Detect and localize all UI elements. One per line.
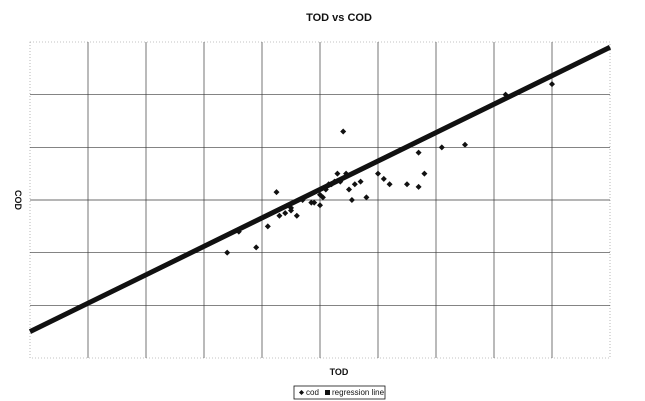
scatter-point [343, 170, 350, 177]
scatter-point [308, 199, 315, 206]
x-axis-label: TOD [330, 367, 349, 377]
scatter-point [331, 178, 338, 185]
scatter-point [549, 81, 555, 88]
scatter-point [351, 181, 358, 188]
y-axis-label: COD [13, 190, 23, 211]
legend-diamond-icon [299, 390, 304, 395]
scatter-point [337, 178, 344, 185]
scatter-point [346, 186, 352, 193]
scatter-point [404, 181, 410, 188]
scatter-point [293, 212, 300, 219]
scatter-point [386, 181, 393, 188]
scatter-point [264, 223, 271, 230]
legend: cod regression line [293, 385, 386, 400]
scatter-point [340, 128, 347, 135]
legend-regression-label: regression line [332, 388, 385, 397]
scatter-point [317, 191, 323, 198]
scatter-point [334, 170, 341, 177]
scatter-point [322, 186, 329, 193]
scatter-point [253, 244, 260, 251]
regression-line [28, 45, 612, 334]
legend-square-icon [325, 390, 330, 395]
scatter-point [462, 141, 468, 148]
scatter-point [421, 170, 428, 177]
regression-line-group [28, 45, 612, 334]
scatter-point [276, 212, 283, 219]
legend-cod-label: cod [306, 388, 319, 397]
scatter-point [235, 228, 242, 235]
scatter-point [438, 144, 445, 151]
scatter-point [224, 249, 231, 256]
scatter-point [415, 183, 422, 190]
scatter-point [357, 178, 364, 185]
scatter-point [317, 202, 323, 209]
scatter-point [380, 175, 387, 182]
scatter-point [282, 210, 289, 217]
scatter-point [502, 91, 509, 98]
scatter-point [363, 194, 370, 201]
scatter-point [415, 149, 422, 156]
scatter-point [375, 170, 381, 177]
scatter-point [299, 197, 306, 203]
legend-box [293, 385, 386, 400]
scatter-point [288, 204, 294, 211]
chart-title: TOD vs COD [306, 12, 372, 24]
scatter-point [273, 189, 280, 196]
scatter-point [348, 197, 355, 203]
scatter-points-group [224, 81, 555, 256]
